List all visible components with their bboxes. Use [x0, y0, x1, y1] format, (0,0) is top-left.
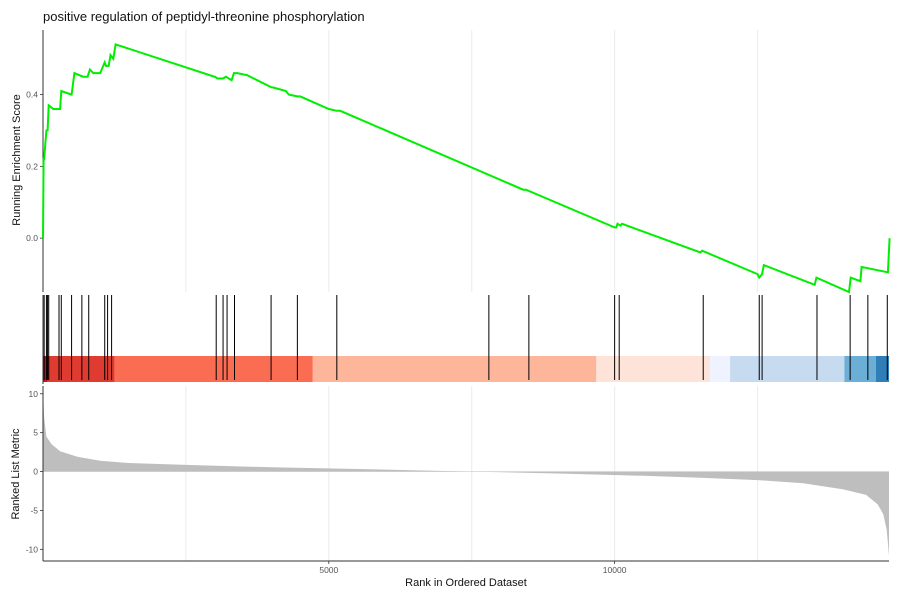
rank-color-bar [43, 356, 889, 382]
chart-title: positive regulation of peptidyl-threonin… [43, 9, 365, 24]
color-bar-segment [114, 356, 313, 382]
ranked-metric-area [43, 389, 889, 556]
y-tick-label: 0.0 [26, 233, 38, 243]
ranked-metric-y-title: Ranked List Metric [10, 428, 22, 520]
x-axis-title: Rank in Ordered Dataset [405, 577, 527, 589]
y-tick-label: 0 [33, 467, 38, 477]
color-bar-segment [875, 356, 889, 382]
y-tick-label: 10 [29, 389, 39, 399]
x-tick-label: 5000 [319, 565, 338, 575]
y-tick-label: -5 [30, 505, 38, 515]
y-tick-label: 0.4 [26, 90, 38, 100]
color-bar-segment [844, 356, 876, 382]
y-tick-label: -10 [26, 544, 39, 554]
gene-hit-marks [43, 295, 888, 380]
color-bar-segment [710, 356, 731, 382]
y-tick-label: 5 [33, 428, 38, 438]
x-tick-label: 10000 [603, 565, 627, 575]
ranked-metric-y-ticks: 10 5 0 -5 -10 [26, 389, 43, 554]
color-bar-segment [730, 356, 845, 382]
running-score-y-ticks: 0.0 0.2 0.4 [26, 90, 43, 243]
running-enrichment-line [42, 43, 891, 294]
running-score-grid [185, 30, 759, 292]
color-bar-segment [43, 356, 48, 382]
x-ticks: 5000 10000 [319, 561, 627, 575]
color-bar-segment [596, 356, 711, 382]
y-tick-label: 0.2 [26, 161, 38, 171]
running-score-y-title: Running Enrichment Score [11, 94, 23, 225]
color-bar-segment [312, 356, 597, 382]
